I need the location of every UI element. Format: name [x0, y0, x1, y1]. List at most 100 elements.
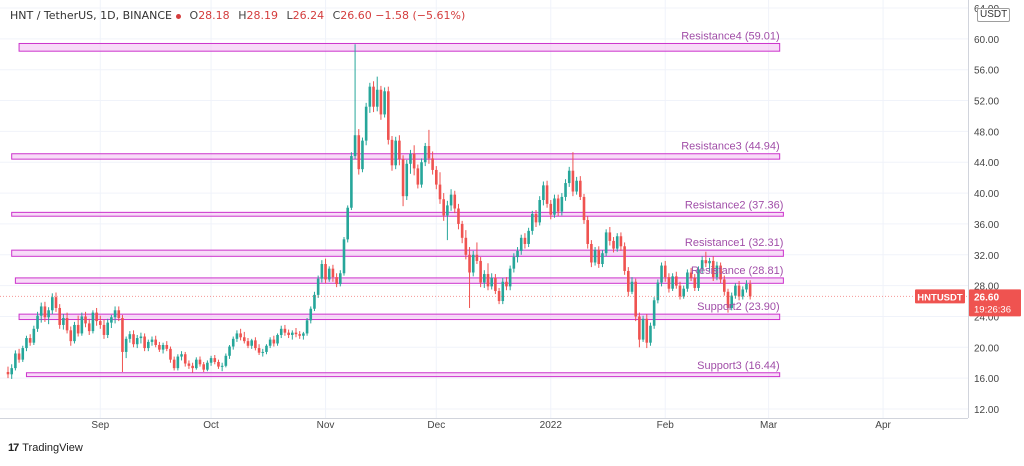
candle-body: [734, 285, 737, 296]
candle-body: [390, 139, 394, 166]
candle-body: [279, 328, 283, 335]
candle-body: [542, 185, 545, 201]
candle-body: [14, 353, 17, 369]
candle-body: [667, 277, 671, 289]
candle-body: [582, 196, 586, 221]
candle-body: [302, 333, 305, 336]
x-tick-label: 2022: [540, 420, 563, 431]
candle-body: [117, 310, 121, 319]
candle-body: [357, 135, 361, 170]
candle-body: [608, 232, 612, 241]
candle-body: [383, 91, 386, 115]
zone-label: Resistance1 (32.31): [685, 237, 783, 249]
candle-body: [719, 265, 722, 280]
candle-body: [387, 91, 390, 140]
candle-body: [21, 348, 25, 360]
y-tick-label: 16.00: [974, 374, 999, 385]
candle-body: [446, 205, 449, 216]
tradingview-logo-icon: 17: [8, 442, 19, 454]
y-tick-label: 32.00: [974, 251, 999, 262]
candle-body: [69, 330, 73, 342]
candle-body: [91, 312, 95, 332]
candle-body: [660, 265, 663, 283]
candle-body: [198, 359, 202, 365]
candle-body: [139, 336, 143, 339]
candle-body: [468, 254, 471, 273]
candle-body: [346, 207, 349, 240]
candle-body: [652, 300, 656, 326]
candle-body: [405, 163, 409, 197]
candle-body: [567, 170, 571, 184]
y-tick-label: 20.00: [974, 343, 999, 354]
candle-body: [361, 140, 364, 170]
candle-body: [460, 223, 464, 238]
candle-body: [320, 264, 324, 279]
candle-body: [401, 159, 405, 197]
price-axis[interactable]: 64.0060.0056.0052.0048.0044.0040.0036.00…: [974, 4, 999, 416]
candle-body: [545, 185, 549, 204]
candle-body: [649, 325, 652, 343]
candle-body: [556, 198, 560, 212]
candle-body: [412, 153, 416, 169]
candle-body: [730, 295, 733, 308]
candle-body: [638, 316, 641, 340]
candle-body: [28, 338, 32, 343]
candle-body: [95, 312, 98, 322]
candle-body: [231, 338, 235, 347]
candle-body: [154, 339, 157, 345]
candle-body: [741, 289, 745, 297]
candles-layer: [6, 44, 752, 379]
symbol-name[interactable]: HNT / TetherUS, 1D, BINANCE: [10, 9, 173, 22]
zone-rect: [25, 372, 781, 378]
high-label: H: [238, 9, 247, 22]
price-tag-value: 26.60: [974, 292, 999, 303]
candle-body: [102, 324, 106, 335]
candle-body: [601, 253, 604, 265]
candle-body: [80, 316, 84, 334]
candle-body: [423, 146, 427, 163]
candle-body: [656, 282, 660, 301]
candle-body: [239, 333, 242, 338]
candle-body: [715, 265, 719, 278]
candle-body: [224, 355, 228, 366]
tradingview-brand[interactable]: 17 TradingView: [8, 442, 83, 454]
candle-body: [25, 338, 28, 349]
candle-body: [394, 140, 397, 166]
candle-body: [490, 277, 493, 287]
candle-body: [604, 232, 608, 254]
candle-body: [158, 344, 161, 350]
candle-body: [353, 135, 357, 157]
candle-body: [36, 315, 39, 329]
candle-body: [180, 354, 183, 357]
candle-body: [243, 337, 246, 342]
candle-body: [220, 365, 224, 367]
x-tick-label: Mar: [760, 420, 778, 431]
candle-body: [39, 306, 43, 316]
candle-body: [486, 274, 490, 287]
candle-body: [87, 323, 91, 332]
candle-body: [671, 276, 674, 289]
candle-body: [623, 246, 626, 271]
candle-body: [516, 250, 519, 258]
candle-body: [84, 316, 87, 324]
candle-body: [475, 254, 479, 261]
candle-body: [711, 260, 715, 278]
candle-body: [331, 268, 335, 278]
candle-body: [627, 270, 630, 292]
candle-body: [678, 285, 682, 297]
time-axis[interactable]: Sep Oct Nov Dec 2022 Feb Mar Apr: [91, 420, 891, 431]
candle-body: [191, 365, 194, 369]
y-tick-label: 56.00: [974, 66, 999, 77]
candle-body: [590, 243, 593, 263]
candle-body: [586, 220, 589, 244]
candle-body: [420, 162, 423, 185]
candle-body: [76, 324, 80, 334]
currency-selector[interactable]: USDT: [977, 8, 1011, 22]
y-tick-label: 24.00: [974, 312, 999, 323]
candle-body: [17, 353, 21, 360]
y-tick-label: 44.00: [974, 158, 999, 169]
change-value: −1.58 (−5.61%): [375, 9, 466, 22]
